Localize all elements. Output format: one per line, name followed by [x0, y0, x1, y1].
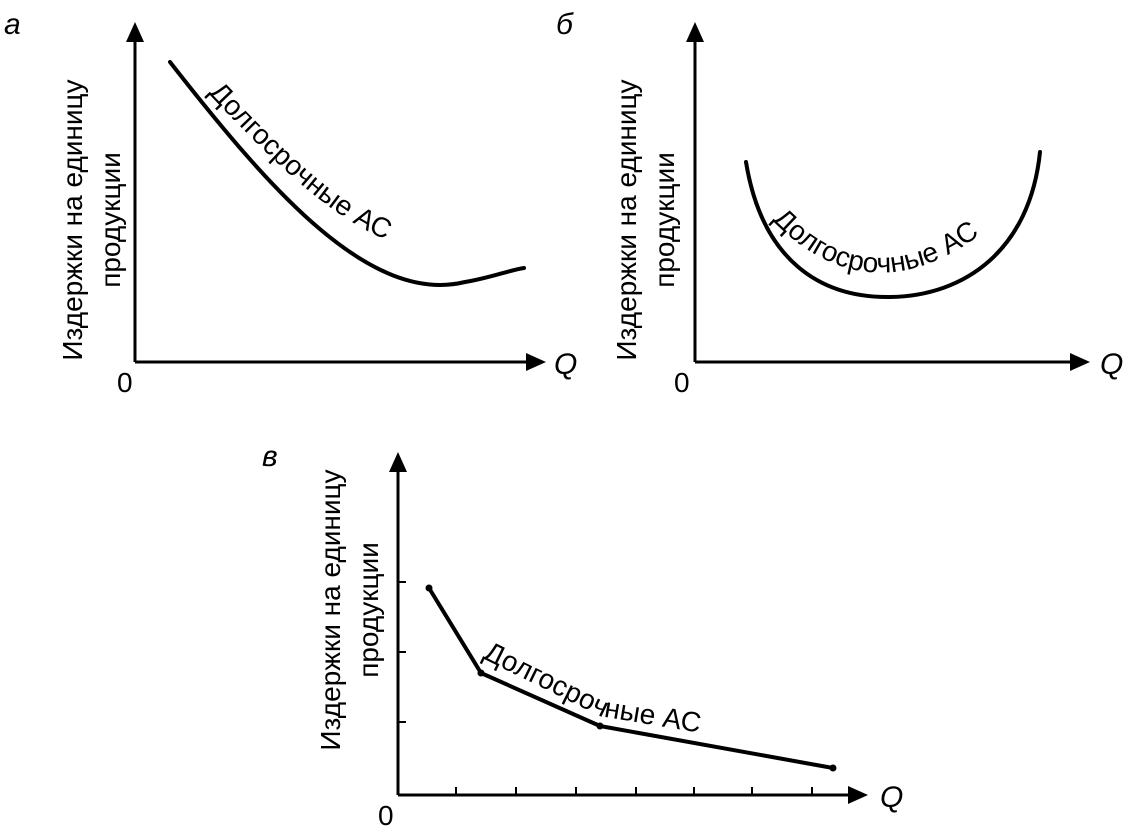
panel-c-curve-point	[425, 584, 433, 592]
panel-c-curve-point	[596, 722, 604, 730]
panel-c-y-axis-arrow	[389, 452, 407, 472]
panel-b-long-run-ac-curve	[744, 150, 1042, 300]
panel-c: в 0 Q Издержки на единицу продукции Долг…	[262, 440, 903, 830]
panel-a-long-run-ac-curve	[168, 60, 526, 287]
panel-a-x-label: Q	[554, 348, 577, 381]
panel-c-curve-point	[829, 764, 837, 772]
panel-a-y-label-line2: продукции	[95, 152, 126, 288]
panel-a: а 0 Q Издержки на единицу продукции Долг…	[4, 8, 577, 398]
panel-b-x-axis-arrow	[1070, 353, 1090, 371]
panel-c-origin: 0	[378, 800, 394, 830]
panel-c-y-label-line1: Издержки на единицу	[315, 469, 346, 750]
panel-c-x-axis-arrow	[848, 786, 868, 804]
panel-c-long-run-ac-curve	[427, 586, 835, 770]
panel-a-origin: 0	[117, 367, 133, 398]
panel-b-x-label: Q	[1100, 348, 1123, 381]
panel-c-y-label-line2: продукции	[353, 542, 384, 678]
panel-a-x-axis-arrow	[526, 353, 546, 371]
panel-c-x-label: Q	[880, 781, 903, 814]
panel-b-origin: 0	[674, 367, 690, 398]
panel-letter-c: в	[262, 440, 278, 473]
panel-a-y-label-line1: Издержки на единицу	[57, 79, 88, 360]
panel-letter-b: б	[556, 8, 574, 41]
panel-a-curve-label: Долгосрочные АС	[204, 76, 397, 246]
panel-letter-a: а	[4, 8, 21, 41]
panel-b-y-label-line1: Издержки на единицу	[611, 79, 642, 360]
panel-b-y-label-line2: продукции	[649, 152, 680, 288]
panel-a-y-axis-arrow	[126, 22, 144, 42]
panel-b: б 0 Q Издержки на единицу продукции Долг…	[556, 8, 1123, 398]
panel-c-curve-point	[477, 669, 485, 677]
panel-b-y-axis-arrow	[686, 22, 704, 42]
